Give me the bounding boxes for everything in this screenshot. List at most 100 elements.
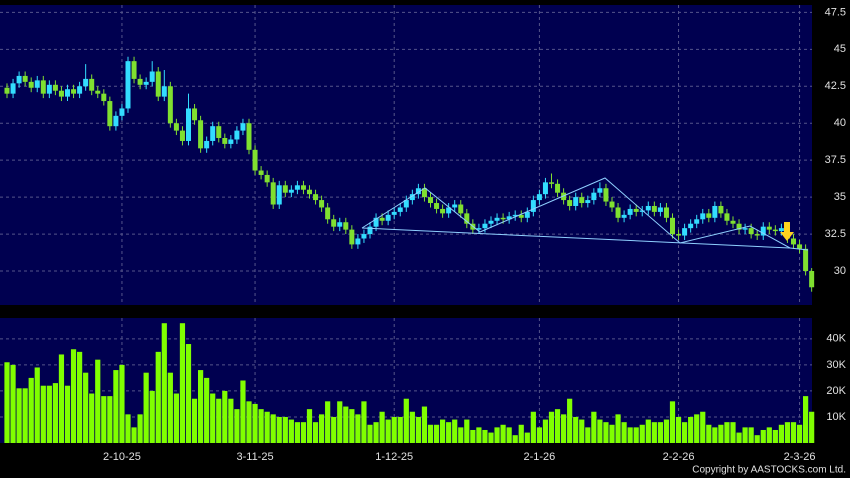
candle-body — [682, 228, 688, 236]
volume-bar — [101, 396, 107, 443]
candle-body — [464, 213, 470, 224]
volume-bar — [16, 388, 22, 443]
volume-bar — [663, 419, 670, 443]
y-tick-label: 37.5 — [825, 154, 846, 166]
volume-bar — [518, 424, 524, 443]
volume-bar — [276, 416, 282, 443]
candle-body — [52, 84, 58, 91]
candle-body — [367, 226, 373, 235]
candle-body — [778, 228, 784, 232]
volume-bar — [240, 380, 246, 443]
volume-bar — [633, 427, 639, 443]
volume-bar — [319, 414, 325, 443]
candle-body — [809, 271, 815, 288]
volume-bar — [325, 401, 331, 443]
candle-body — [58, 90, 64, 97]
volume-bar — [409, 411, 415, 443]
candle-body — [772, 229, 778, 232]
candle-body — [10, 83, 16, 94]
volume-bar — [222, 390, 228, 443]
candle-body — [77, 86, 83, 94]
pattern-line — [361, 177, 809, 251]
candle-body — [325, 207, 331, 220]
y-tick-label: 47.5 — [825, 6, 846, 18]
candle-body — [258, 170, 264, 175]
x-tick-label: 1-12-25 — [375, 451, 413, 463]
candle-body — [16, 75, 22, 84]
candle-body — [179, 130, 185, 141]
volume-bar — [95, 359, 101, 443]
candle-body — [373, 217, 379, 227]
volume-bar — [427, 424, 434, 443]
candle-body — [706, 213, 712, 218]
volume-bar — [137, 414, 143, 443]
volume-bar — [609, 424, 615, 443]
volume-bar — [591, 411, 597, 443]
candle-body — [149, 71, 155, 82]
candle-body — [585, 200, 591, 204]
volume-bar — [125, 414, 131, 443]
volume-bar — [464, 419, 470, 443]
volume-bar — [143, 372, 149, 443]
candle-body — [797, 244, 803, 249]
candle-body — [337, 222, 343, 227]
candle-body — [555, 183, 561, 193]
candle-body — [663, 207, 669, 218]
candle-body — [95, 90, 101, 94]
candle-body — [228, 139, 234, 144]
candle-body — [524, 211, 530, 218]
volume-bar — [585, 427, 591, 443]
candle-body — [488, 220, 494, 224]
candle-body — [300, 185, 306, 190]
volume-bar — [415, 416, 421, 443]
volume-bar — [337, 401, 343, 443]
candle-body — [700, 213, 706, 220]
volume-bar — [803, 396, 809, 443]
candle-body — [676, 234, 682, 236]
candle-body — [276, 185, 282, 205]
volume-bar — [294, 422, 300, 443]
volume-bar — [89, 393, 95, 443]
volume-bar — [173, 393, 179, 443]
price-panel — [0, 5, 812, 305]
candle-body — [694, 219, 700, 224]
candle-body — [754, 234, 760, 236]
volume-bar — [113, 370, 119, 443]
volume-bar — [46, 385, 52, 443]
volume-bar — [288, 419, 294, 443]
volume-bar — [331, 416, 337, 443]
volume-bar — [597, 419, 603, 443]
candle-body — [28, 81, 34, 88]
y-tick-label: 42.5 — [825, 80, 846, 92]
candle-body — [83, 78, 89, 87]
candle-body — [40, 80, 46, 94]
signal-arrow — [780, 222, 794, 241]
candle-body — [688, 223, 694, 229]
volume-bar — [64, 385, 71, 443]
candle-body — [361, 234, 367, 239]
candle-body — [639, 210, 645, 212]
candle-body — [621, 214, 627, 218]
candle-body — [518, 214, 524, 218]
volume-bar — [264, 411, 270, 443]
volume-bar — [83, 372, 89, 443]
volume-bar — [216, 398, 222, 443]
candle-body — [89, 78, 95, 91]
volume-bar — [149, 390, 155, 443]
candle-body — [186, 108, 191, 141]
candle-body — [567, 200, 573, 206]
volume-bar — [579, 419, 585, 443]
volume-bar — [766, 427, 772, 443]
volume-bar — [397, 416, 403, 443]
candle-body — [609, 201, 615, 208]
x-tick-label: 2-2-26 — [663, 451, 695, 463]
volume-bar — [669, 401, 676, 443]
volume-bar — [536, 427, 542, 443]
candle-body — [397, 207, 403, 212]
volume-bar — [754, 435, 760, 443]
volume-bar — [367, 424, 373, 443]
candle-body — [506, 216, 512, 220]
volume-bar — [657, 422, 663, 443]
volume-bar — [482, 429, 488, 443]
